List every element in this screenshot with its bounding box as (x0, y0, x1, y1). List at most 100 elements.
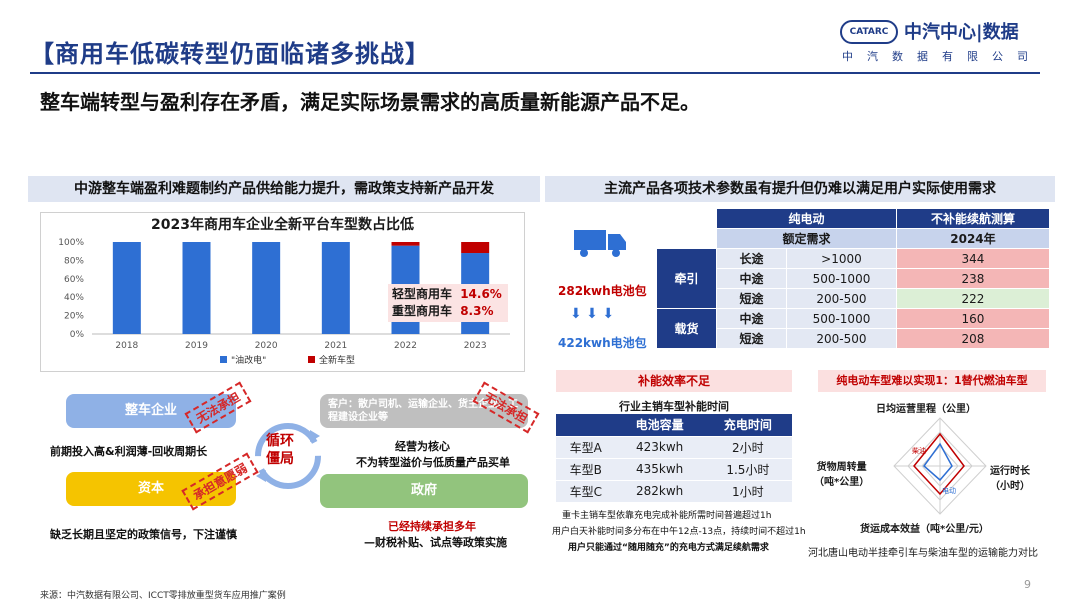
government-caption-2: —财税补贴、试点等政策实施 (364, 536, 507, 549)
spec-value: 208 (895, 328, 1051, 349)
battery-282-label: 282kwh电池包 (558, 284, 647, 298)
radar-axis-right: 运行时长 （小时） (990, 466, 1030, 492)
spec-header-need: 额定需求 (716, 228, 897, 249)
chart-title: 2023年商用车企业全新平台车型数占比低 (151, 217, 414, 233)
logo: CATARC 中汽中心|数据 中汽数据有限公司 (840, 16, 1040, 66)
government-box: 政府 (320, 474, 528, 508)
chart-frame (40, 212, 525, 372)
bar-new-model (461, 242, 490, 254)
spec-value: 222 (895, 288, 1051, 309)
x-tick-label: 2023 (464, 341, 487, 351)
charge-header: 电池容量 (615, 414, 704, 437)
spec-group-tractor: 牵引 (656, 248, 717, 309)
spec-type: 短途 (716, 328, 787, 349)
charge-header (556, 414, 616, 437)
spec-value: 344 (895, 248, 1051, 269)
charge-title: 行业主销车型补能时间 (619, 400, 729, 413)
charge-header: 充电时间 (703, 414, 792, 437)
spec-type: 中途 (716, 268, 787, 289)
down-arrows-icon: ⬇ ⬇ ⬇ (570, 306, 615, 322)
spec-need: >1000 (786, 248, 897, 269)
cycle-arrows-icon (255, 423, 321, 489)
spec-type: 长途 (716, 248, 787, 269)
header-divider (30, 72, 1040, 74)
spec-header-year: 2024年 (895, 228, 1051, 249)
radar-axis-top: 日均运营里程（公里） (876, 404, 976, 415)
battery-422-label: 422kwh电池包 (558, 336, 647, 350)
spec-need: 200-500 (786, 328, 897, 349)
annot-heavy-value: 8.3% (460, 304, 494, 318)
spec-need: 200-500 (786, 288, 897, 309)
bar-oil-to-electric (182, 242, 211, 334)
legend-label-new-model: 全新车型 (319, 354, 355, 366)
government-caption-1: 已经持续承担多年 (388, 520, 476, 533)
logo-badge: CATARC (840, 20, 898, 44)
spec-type: 短途 (716, 288, 787, 309)
spec-header-range: 不补能续航测算 (895, 208, 1051, 229)
annot-heavy-label: 重型商用车 (392, 304, 453, 318)
customer-box: 客户：散户司机、运输企业、货主企业、工程建设企业等 (320, 394, 528, 428)
left-panel-heading: 中游整车端盈利难题制约产品供给能力提升，需政策支持新产品开发 (28, 176, 540, 202)
x-tick-label: 2021 (324, 341, 347, 351)
x-tick-label: 2020 (255, 341, 278, 351)
radar-legend-diesel: 柴油 (912, 447, 926, 455)
spec-header-electric: 纯电动 (716, 208, 897, 229)
legend-swatch-new-model (308, 356, 315, 363)
y-tick-label: 20% (64, 312, 84, 322)
charge-tag: 补能效率不足 (556, 370, 792, 392)
legend-label-oil-to-electric: "油改电" (231, 354, 266, 366)
range-spec-table: 纯电动 不补能续航测算 额定需求 2024年 牵引 长途 >1000 344 中… (656, 208, 1051, 349)
vehicle-box: 整车企业 (66, 394, 236, 428)
x-tick-label: 2019 (185, 341, 208, 351)
spec-need: 500-1000 (786, 268, 897, 289)
cycle-center-label: 循环 僵局 (266, 433, 294, 467)
annot-light-value: 14.6% (460, 287, 502, 301)
bar-oil-to-electric (321, 242, 350, 334)
bar-oil-to-electric (112, 242, 141, 334)
radar-series-diesel (913, 432, 965, 496)
capital-box: 资本 (66, 472, 236, 506)
charge-note-2: 用户白天补能时间多分布在中午12点-13点，持续时间不超过1h (552, 527, 806, 537)
spec-type: 中途 (716, 308, 787, 329)
y-tick-label: 80% (64, 256, 84, 266)
spec-need: 500-1000 (786, 308, 897, 329)
charge-cell: 车型B (556, 458, 616, 481)
radar-axis-bottom: 货运成本效益（吨*公里/元） (860, 524, 989, 535)
capital-caption: 缺乏长期且坚定的政策信号，下注谨慎 (50, 528, 237, 541)
truck-icon (574, 230, 626, 257)
radar-series-electric (922, 442, 953, 482)
right-panel-heading: 主流产品各项技术参数虽有提升但仍难以满足用户实际使用需求 (545, 176, 1055, 202)
bar-new-model (391, 242, 420, 246)
spec-value: 160 (895, 308, 1051, 329)
radar-axis-left: 货物周转量 （吨*公里） (814, 462, 870, 488)
left-panel: 中游整车端盈利难题制约产品供给能力提升，需政策支持新产品开发 (28, 176, 540, 556)
radar-chart (893, 417, 987, 515)
charge-cell: 423kwh (615, 436, 704, 459)
charge-cell: 435kwh (615, 458, 704, 481)
spec-group-cargo: 载货 (656, 308, 717, 349)
charge-cell: 282kwh (615, 480, 704, 503)
logo-subtext: 中汽数据有限公司 (842, 50, 1042, 63)
annot-light-label: 轻型商用车 (392, 287, 453, 301)
radar-caption: 河北唐山电动半挂牵引车与柴油车型的运输能力对比 (808, 548, 1038, 559)
bar-oil-to-electric (252, 242, 281, 334)
customer-caption-2: 不为转型溢价与低质量产品买单 (356, 456, 510, 469)
radar-tag: 纯电动车型难以实现1：1替代燃油车型 (818, 370, 1046, 392)
legend-swatch-oil-to-electric (220, 356, 227, 363)
chart-annotation: 轻型商用车 14.6% 重型商用车 8.3% (388, 284, 508, 322)
page-title: 【商用车低碳转型仍面临诸多挑战】 (30, 40, 430, 68)
x-tick-label: 2018 (115, 341, 138, 351)
radar-legend-electric: 电动 (942, 487, 956, 495)
charge-cell: 2小时 (703, 436, 792, 459)
charge-cell: 车型A (556, 436, 616, 459)
charge-cell: 1小时 (703, 480, 792, 503)
page-subtitle: 整车端转型与盈利存在矛盾，满足实际场景需求的高质量新能源产品不足。 (40, 90, 700, 114)
charge-cell: 车型C (556, 480, 616, 503)
spec-value: 238 (895, 268, 1051, 289)
y-tick-label: 0% (70, 330, 85, 340)
right-panel: 主流产品各项技术参数虽有提升但仍难以满足用户实际使用需求 (545, 176, 1055, 556)
page-number: 9 (1024, 578, 1031, 591)
vehicle-caption: 前期投入高&利润薄-回收周期长 (50, 445, 208, 458)
logo-text: 中汽中心|数据 (904, 22, 1019, 43)
source-note: 来源：中汽数据有限公司、ICCT零排放重型货车应用推广案例 (40, 591, 286, 601)
